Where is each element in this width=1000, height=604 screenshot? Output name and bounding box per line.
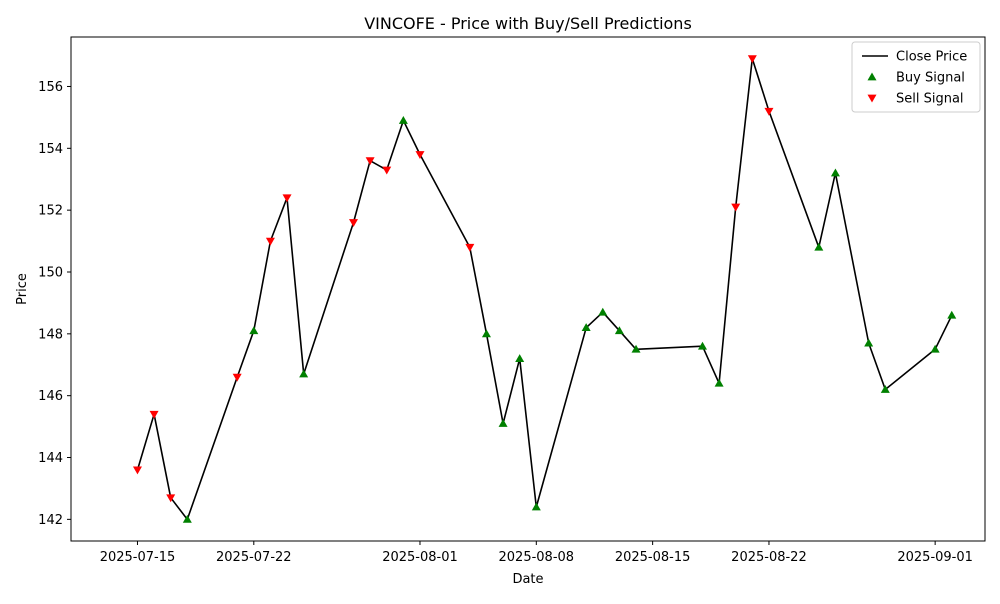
sell-signal-point <box>232 373 242 382</box>
sell-signal-point <box>132 466 142 475</box>
buy-signal-point <box>398 115 408 124</box>
buy-signal-point <box>531 502 541 511</box>
close-price-line <box>136 57 953 521</box>
x-tick-label: 2025-07-22 <box>216 550 292 565</box>
sell-signal-point <box>747 55 757 64</box>
x-tick-label: 2025-09-01 <box>897 550 973 565</box>
sell-signal-point <box>465 243 475 252</box>
sell-signal-point <box>415 151 425 159</box>
buy-signal-point <box>814 242 824 251</box>
buy-signal-point <box>481 329 491 338</box>
buy-signal-point <box>598 307 608 316</box>
y-axis-label: Price <box>15 273 30 305</box>
y-tick-label: 148 <box>38 327 63 342</box>
legend-marker-swatch <box>867 94 877 103</box>
y-tick-label: 152 <box>38 204 63 219</box>
buy-signal-point <box>930 344 940 353</box>
buy-signal-point <box>182 514 192 523</box>
sell-signal-point <box>365 157 375 166</box>
x-tick-label: 2025-08-22 <box>731 550 807 565</box>
sell-signal-point <box>764 107 774 116</box>
sell-signal-point <box>282 194 292 203</box>
legend-marker-swatch <box>867 72 877 81</box>
sell-signal-point <box>382 166 392 175</box>
x-tick-label: 2025-08-15 <box>615 550 691 565</box>
axes: 2025-07-15 2025-07-22 2025-08-01 2025-08-08… <box>38 80 973 565</box>
sell-signal-point <box>731 203 741 212</box>
buy-signal-point <box>880 384 890 393</box>
y-tick-label: 142 <box>38 513 63 528</box>
y-tick-label: 146 <box>38 389 63 404</box>
legend: Close Price Buy Signal Sell Signal <box>851 41 981 113</box>
plot-frame <box>70 36 986 542</box>
sell-signal-point <box>265 237 275 246</box>
legend-label: Close Price <box>896 50 967 65</box>
buy-signal-point <box>830 168 840 177</box>
buy-signal-point <box>947 310 957 319</box>
legend-box <box>851 41 981 113</box>
x-tick-label: 2025-07-15 <box>100 550 176 565</box>
buy-signal-point <box>498 419 508 427</box>
sell-signal-point <box>349 219 359 228</box>
legend-label: Sell Signal <box>896 92 964 107</box>
buy-signal-point <box>249 326 259 335</box>
x-tick-label: 2025-08-01 <box>382 550 458 565</box>
buy-signal-point <box>515 354 525 362</box>
chart-title: VINCOFE - Price with Buy/Sell Prediction… <box>364 14 692 33</box>
buy-signal-point <box>581 323 591 332</box>
buy-signal-point <box>714 378 724 387</box>
sell-signal-point <box>166 494 176 503</box>
sell-signal-point <box>149 410 159 419</box>
y-tick-label: 150 <box>38 265 63 280</box>
y-tick-label: 156 <box>38 80 63 95</box>
buy-signal-point <box>299 369 309 378</box>
buy-signal-point <box>697 341 707 350</box>
plot-area <box>132 55 957 523</box>
buy-signal-point <box>614 326 624 335</box>
x-axis-label: Date <box>512 572 543 587</box>
legend-label: Buy Signal <box>896 71 965 86</box>
buy-signal-point <box>864 338 874 347</box>
buy-signal-point <box>631 344 641 353</box>
y-tick-label: 144 <box>38 451 63 466</box>
x-tick-label: 2025-08-08 <box>499 550 575 565</box>
y-tick-label: 154 <box>38 142 63 157</box>
